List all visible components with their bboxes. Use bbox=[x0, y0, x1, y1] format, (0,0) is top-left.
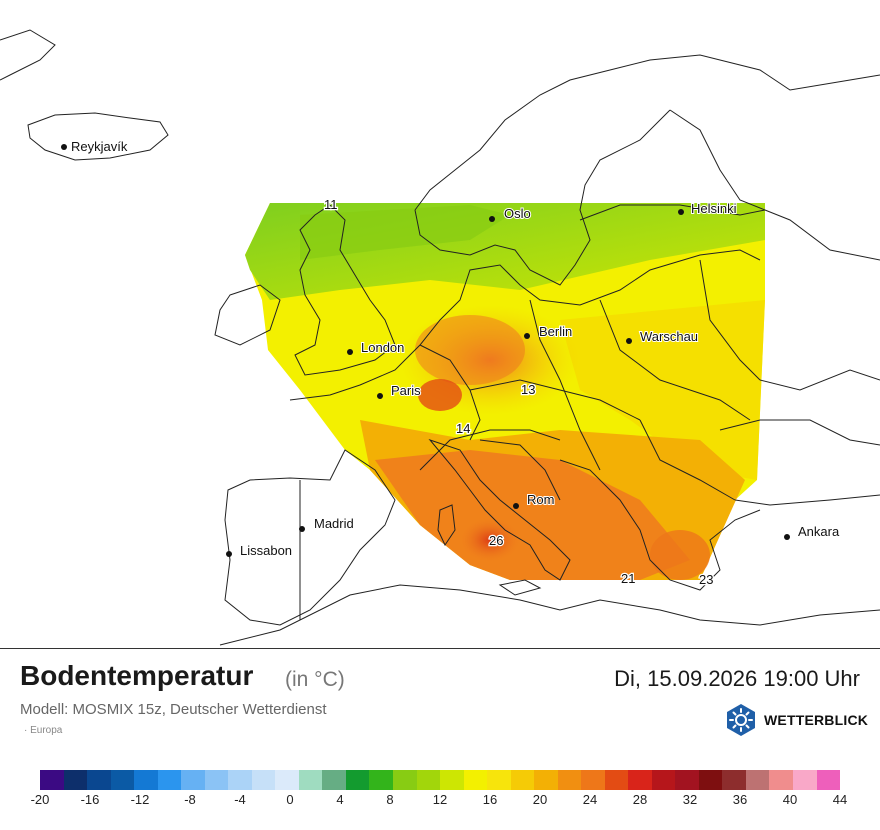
value-label: 21 bbox=[621, 571, 635, 586]
city-label-helsinki: Helsinki bbox=[691, 201, 737, 216]
city-label-paris: Paris bbox=[391, 383, 421, 398]
temperature-field bbox=[245, 203, 765, 580]
legend-swatch bbox=[604, 770, 629, 790]
legend-swatch bbox=[510, 770, 535, 790]
legend-tick-label: 8 bbox=[386, 792, 394, 807]
city-oslo[interactable]: Oslo bbox=[489, 205, 532, 222]
city-label-berlin: Berlin bbox=[539, 324, 572, 339]
legend-swatch bbox=[298, 770, 323, 790]
legend-swatch bbox=[722, 770, 746, 790]
legend-tick-label: -16 bbox=[80, 792, 100, 807]
legend-swatch bbox=[40, 770, 64, 790]
color-legend bbox=[40, 770, 841, 790]
legend-swatch bbox=[322, 770, 346, 790]
legend-swatch bbox=[416, 770, 441, 790]
legend-swatch bbox=[793, 770, 817, 790]
legend-tick-label: 24 bbox=[582, 792, 598, 807]
legend-tick-label: 12 bbox=[432, 792, 448, 807]
legend-swatch bbox=[157, 770, 182, 790]
city-label-london: London bbox=[361, 340, 404, 355]
legend-tick-label: 40 bbox=[782, 792, 798, 807]
region-label: · Europa bbox=[24, 725, 63, 736]
city-label-lissabon: Lissabon bbox=[240, 543, 292, 558]
coastlines bbox=[0, 29, 880, 646]
legend-swatch bbox=[487, 770, 511, 790]
page-title: Bodentemperatur bbox=[20, 660, 254, 691]
city-reykjavik[interactable]: Reykjavík bbox=[61, 138, 129, 155]
city-label-rom: Rom bbox=[527, 492, 554, 507]
legend-swatch bbox=[134, 770, 158, 790]
legend-swatch bbox=[463, 770, 488, 790]
city-paris[interactable]: Paris bbox=[377, 382, 422, 399]
legend-swatch bbox=[628, 770, 652, 790]
legend-swatch bbox=[675, 770, 699, 790]
model-source: Modell: MOSMIX 15z, Deutscher Wetterdien… bbox=[20, 701, 327, 718]
brand-name: WETTERBLICK bbox=[764, 712, 869, 728]
city-label-madrid: Madrid bbox=[314, 516, 354, 531]
legend-swatch bbox=[769, 770, 793, 790]
legend-swatch bbox=[181, 770, 205, 790]
legend-swatch bbox=[392, 770, 417, 790]
forecast-datetime: Di, 15.09.2026 19:00 Uhr bbox=[614, 666, 860, 691]
legend-swatch bbox=[581, 770, 605, 790]
value-label: 23 bbox=[699, 572, 713, 587]
city-label-reykjavik: Reykjavík bbox=[71, 139, 128, 154]
legend-swatch bbox=[745, 770, 770, 790]
brand-logo[interactable]: WETTERBLICK bbox=[724, 703, 868, 737]
value-label: 14 bbox=[456, 421, 470, 436]
map-panel[interactable]: Reykjavík Oslo Helsinki London Berlin Wa… bbox=[0, 0, 880, 649]
legend-swatch bbox=[204, 770, 229, 790]
legend-tick-label: 28 bbox=[632, 792, 648, 807]
legend-swatch bbox=[251, 770, 276, 790]
legend-tick-label: -8 bbox=[184, 792, 196, 807]
legend-swatch bbox=[63, 770, 88, 790]
legend-swatch bbox=[534, 770, 558, 790]
city-rom[interactable]: Rom bbox=[513, 491, 555, 509]
legend-swatch bbox=[369, 770, 393, 790]
legend-tick-label: 44 bbox=[832, 792, 848, 807]
city-london[interactable]: London bbox=[347, 339, 405, 356]
legend-swatch bbox=[87, 770, 111, 790]
legend-tick-label: 32 bbox=[682, 792, 698, 807]
legend-tick-label: 20 bbox=[532, 792, 548, 807]
legend-swatch bbox=[557, 770, 582, 790]
legend-swatch bbox=[228, 770, 252, 790]
legend-swatch bbox=[345, 770, 370, 790]
legend-swatch bbox=[275, 770, 299, 790]
legend-tick-label: -4 bbox=[234, 792, 246, 807]
legend-tick-label: -20 bbox=[30, 792, 50, 807]
city-berlin[interactable]: Berlin bbox=[524, 323, 573, 340]
city-ankara[interactable]: Ankara bbox=[784, 523, 841, 540]
legend-swatch bbox=[440, 770, 464, 790]
value-label: 11 bbox=[324, 197, 338, 212]
sun-logo-icon bbox=[727, 704, 755, 736]
city-label-oslo: Oslo bbox=[504, 206, 531, 221]
city-lissabon[interactable]: Lissabon bbox=[226, 542, 293, 559]
city-warschau[interactable]: Warschau bbox=[626, 328, 699, 345]
legend-swatch bbox=[110, 770, 135, 790]
legend-tick-label: 4 bbox=[336, 792, 344, 807]
legend-swatch bbox=[698, 770, 723, 790]
unit-label: (in °C) bbox=[285, 668, 345, 691]
legend-tick-label: 0 bbox=[286, 792, 294, 807]
legend-tick-label: 16 bbox=[482, 792, 498, 807]
legend-swatch bbox=[816, 770, 841, 790]
city-label-warschau: Warschau bbox=[640, 329, 698, 344]
value-label: 13 bbox=[521, 382, 535, 397]
temperature-map: Reykjavík Oslo Helsinki London Berlin Wa… bbox=[0, 29, 880, 646]
value-label: 26 bbox=[489, 533, 503, 548]
legend-tick-labels: -20 -16 -12 -8 -4 0 4 8 12 16 20 24 28 32 36 40 44 bbox=[31, 792, 848, 808]
city-madrid[interactable]: Madrid bbox=[299, 515, 355, 532]
city-markers: Reykjavík Oslo Helsinki London Berlin Wa… bbox=[61, 138, 841, 559]
city-label-ankara: Ankara bbox=[798, 524, 840, 539]
value-labels: 11 13 14 26 21 23 bbox=[323, 196, 715, 589]
legend-tick-label: 36 bbox=[732, 792, 748, 807]
legend-tick-label: -12 bbox=[130, 792, 150, 807]
city-helsinki[interactable]: Helsinki bbox=[678, 200, 738, 217]
legend-swatch bbox=[651, 770, 676, 790]
